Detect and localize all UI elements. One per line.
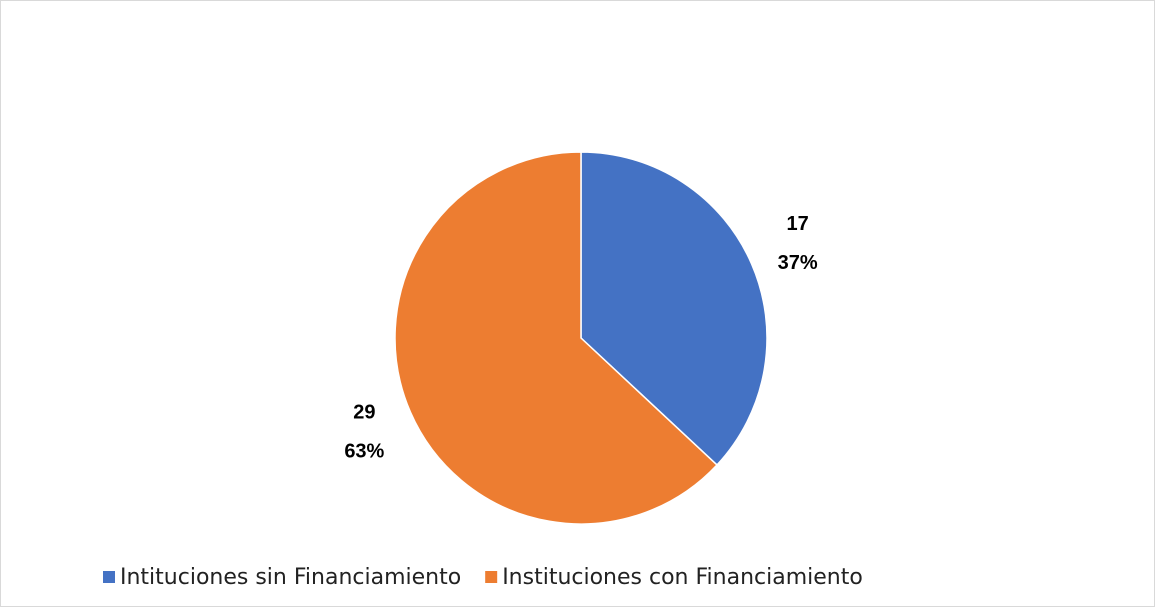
percent-label: 63% <box>344 440 384 462</box>
data-label: 17 <box>787 213 809 235</box>
pie-slice <box>394 151 718 525</box>
legend-label: Intituciones sin Financiamiento <box>120 565 461 590</box>
pie-slice <box>580 151 768 467</box>
legend-swatch <box>103 571 115 583</box>
data-label: 29 <box>353 401 375 423</box>
percent-label: 37% <box>778 252 818 274</box>
legend-swatch <box>485 571 498 583</box>
legend-label: Instituciones con Financiamiento <box>502 565 863 590</box>
